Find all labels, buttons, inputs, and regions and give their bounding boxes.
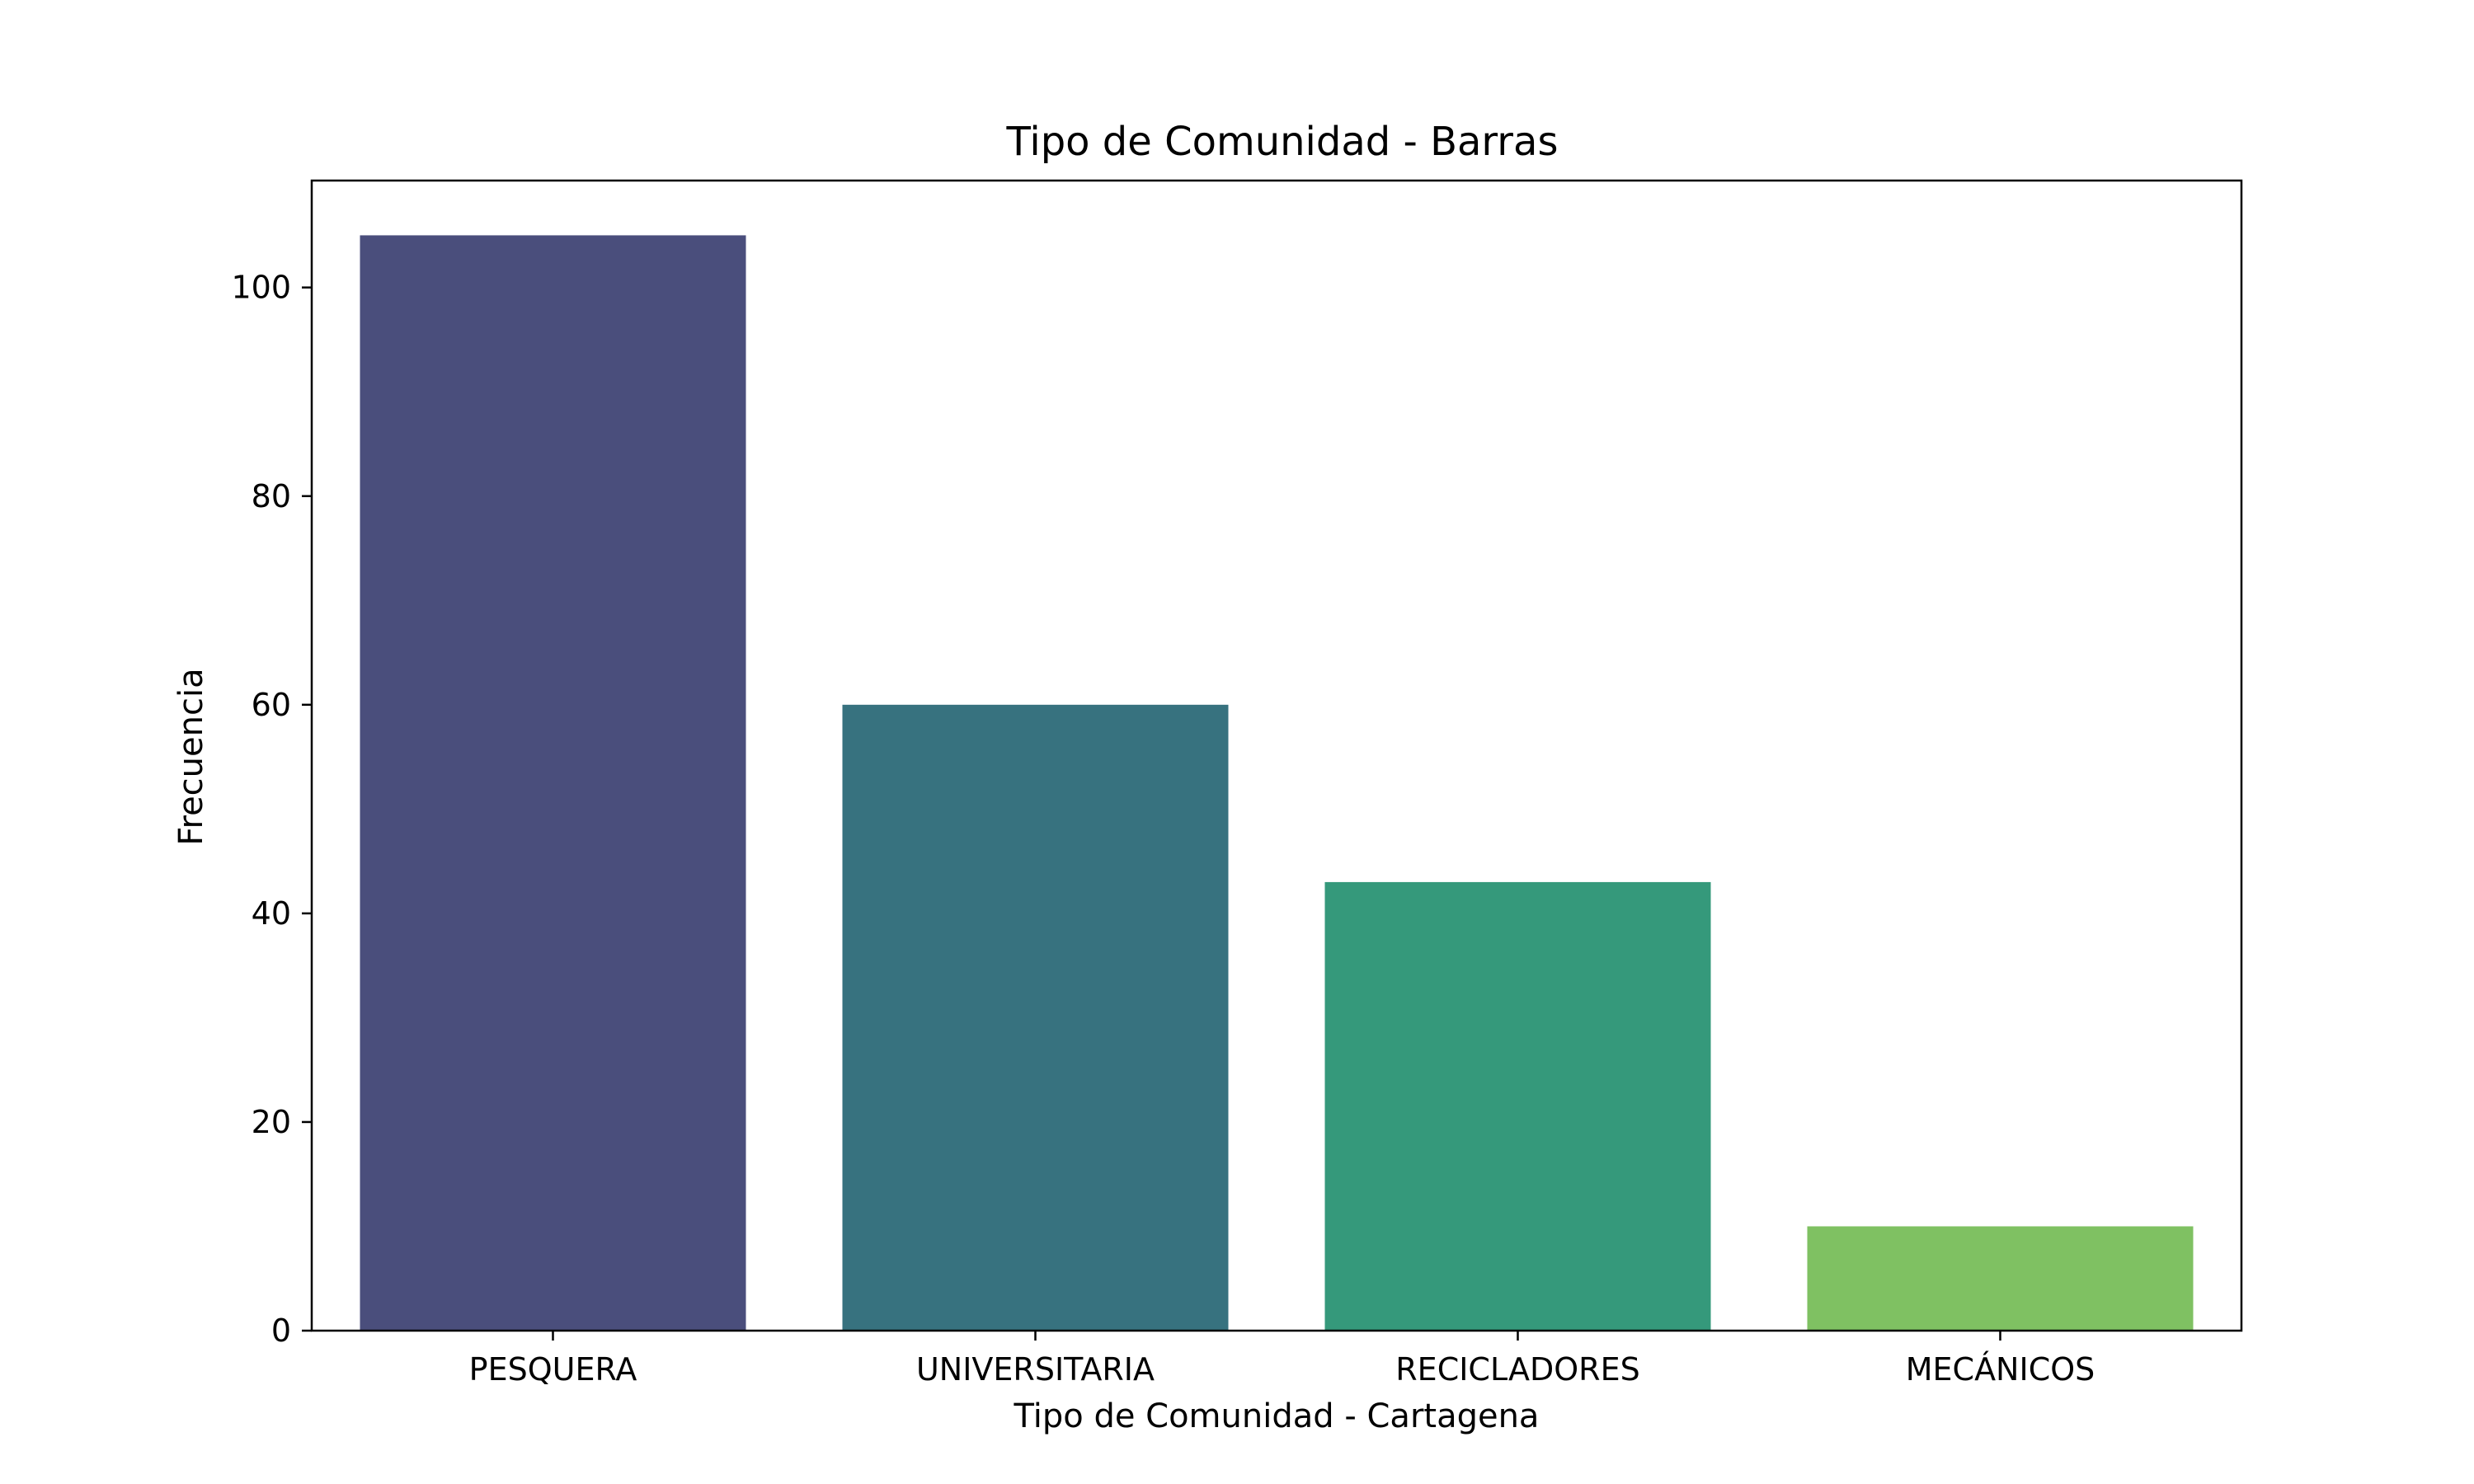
x-axis-label: Tipo de Comunidad - Cartagena (1014, 1397, 1540, 1435)
x-tick-label: PESQUERA (469, 1351, 637, 1388)
y-axis: 0 20 40 60 80 100 (231, 270, 312, 1349)
x-tick-label: UNIVERSITARIA (916, 1351, 1155, 1388)
bar-universitaria (842, 704, 1229, 1331)
y-tick-label: 20 (252, 1104, 291, 1140)
x-axis: PESQUERA UNIVERSITARIA RECICLADORES MECÁNIC… (469, 1331, 2095, 1388)
bar-mecánicos (1807, 1226, 2194, 1331)
y-tick-label: 60 (252, 687, 291, 723)
y-tick-label: 80 (252, 478, 291, 514)
bars-group (360, 235, 2194, 1331)
y-axis-label: Frecuencia (172, 668, 210, 845)
bar-pesquera (360, 235, 746, 1331)
x-tick-label: RECICLADORES (1395, 1351, 1639, 1388)
y-tick-label: 40 (252, 895, 291, 932)
x-tick-label: MECÁNICOS (1906, 1351, 2095, 1388)
y-tick-label: 0 (271, 1313, 291, 1349)
chart-title: Tipo de Comunidad - Barras (1006, 119, 1559, 165)
bar-recicladores (1324, 881, 1711, 1331)
y-tick-label: 100 (231, 270, 291, 306)
plot-frame (310, 179, 2243, 1332)
